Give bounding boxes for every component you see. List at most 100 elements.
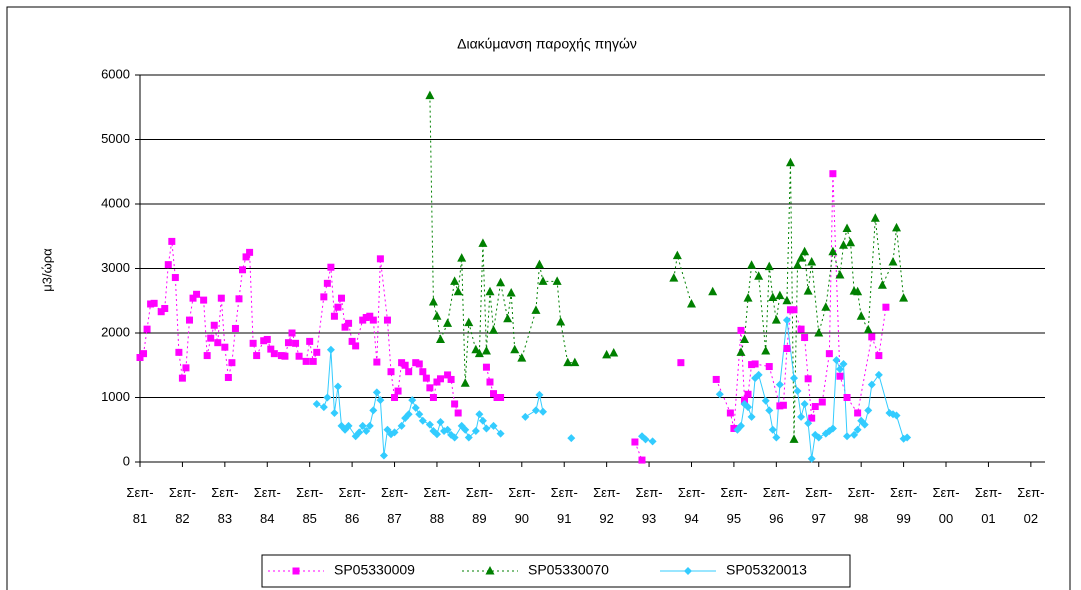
marker-square — [818, 398, 826, 406]
marker-triangle — [747, 260, 757, 269]
marker-square — [217, 294, 225, 302]
marker-square — [854, 409, 862, 417]
marker-triangle — [761, 346, 771, 355]
marker-diamond — [814, 433, 823, 442]
marker-triangle — [740, 334, 750, 343]
marker-square — [338, 294, 346, 302]
marker-triangle — [803, 286, 813, 295]
marker-square — [482, 363, 490, 371]
marker-square — [366, 312, 374, 320]
x-tick-label: Σεπ-98 — [848, 485, 875, 526]
marker-triangle — [768, 292, 778, 302]
marker-triangle — [496, 277, 506, 287]
marker-triangle — [764, 261, 774, 271]
y-tick-label: 5000 — [101, 131, 130, 146]
marker-diamond — [319, 403, 328, 412]
x-tick-label: Σεπ-84 — [254, 485, 281, 526]
marker-diamond — [903, 433, 912, 442]
marker-square — [224, 374, 232, 382]
marker-diamond — [828, 424, 837, 433]
marker-square — [263, 335, 271, 343]
marker-square — [779, 401, 787, 409]
marker-diamond — [333, 382, 342, 391]
x-tick-label: Σεπ-88 — [423, 485, 450, 526]
marker-diamond — [892, 411, 901, 420]
marker-square — [751, 360, 759, 368]
x-tick-label: Σεπ-92 — [593, 485, 620, 526]
marker-square — [882, 303, 890, 311]
marker-square — [281, 352, 289, 360]
marker-diamond — [736, 421, 745, 430]
marker-square — [786, 306, 794, 314]
marker-triangle — [736, 347, 746, 356]
marker-diamond — [436, 418, 445, 427]
marker-diamond — [404, 410, 413, 419]
marker-square — [203, 352, 211, 360]
marker-diamond — [379, 451, 388, 460]
marker-triangle — [828, 246, 838, 256]
x-tick-label: Σεπ-94 — [678, 485, 705, 526]
marker-square — [175, 348, 183, 356]
marker-triangle — [481, 346, 491, 355]
marker-diamond — [747, 412, 756, 421]
marker-triangle — [425, 90, 435, 100]
marker-square — [486, 378, 494, 386]
marker-square — [359, 316, 367, 324]
marker-square — [433, 378, 441, 386]
marker-square — [136, 354, 144, 362]
marker-triangle — [460, 378, 470, 387]
marker-diamond — [326, 345, 335, 354]
marker-diamond — [860, 420, 869, 429]
marker-square — [638, 456, 646, 464]
marker-diamond — [418, 416, 427, 425]
marker-diamond — [323, 393, 332, 402]
marker-square — [369, 316, 377, 324]
marker-square — [345, 319, 353, 327]
marker-diamond — [415, 410, 424, 419]
marker-diamond — [867, 380, 876, 389]
marker-square — [327, 263, 335, 271]
marker-triangle — [552, 276, 562, 285]
marker-triangle — [432, 311, 442, 320]
marker-triangle — [534, 259, 544, 269]
marker-square — [444, 371, 452, 379]
marker-square — [436, 375, 444, 383]
marker-square — [422, 374, 430, 382]
marker-diamond — [797, 412, 806, 421]
marker-square — [836, 372, 844, 380]
x-tick-label: Σεπ-97 — [805, 485, 832, 526]
x-tick-label: Σεπ-86 — [339, 485, 366, 526]
marker-square — [394, 387, 402, 395]
marker-square — [323, 279, 331, 287]
marker-diamond — [832, 356, 841, 365]
marker-square — [320, 293, 328, 301]
marker-square — [231, 324, 239, 332]
marker-diamond — [461, 425, 470, 434]
marker-triangle — [793, 260, 803, 269]
marker-square — [401, 361, 409, 369]
marker-diamond — [874, 370, 883, 379]
marker-square — [164, 261, 172, 269]
marker-square — [783, 344, 791, 352]
marker-square — [306, 337, 314, 345]
x-tick-label: Σεπ-96 — [763, 485, 790, 526]
marker-square — [726, 409, 734, 417]
y-tick-label: 1000 — [101, 389, 130, 404]
marker-square — [811, 403, 819, 411]
marker-square — [712, 375, 720, 383]
marker-square — [221, 343, 229, 351]
marker-square — [239, 266, 247, 274]
marker-square — [260, 337, 268, 345]
marker-square — [253, 352, 261, 360]
marker-square — [313, 348, 321, 356]
marker-square — [189, 294, 197, 302]
marker-diamond — [383, 425, 392, 434]
marker-square — [737, 326, 745, 334]
series-line — [429, 95, 905, 440]
y-tick-label: 0 — [123, 453, 130, 468]
marker-square — [309, 357, 317, 365]
marker-square — [284, 339, 292, 347]
marker-diamond — [804, 419, 813, 428]
marker-diamond — [521, 412, 530, 421]
marker-triangle — [899, 293, 909, 302]
